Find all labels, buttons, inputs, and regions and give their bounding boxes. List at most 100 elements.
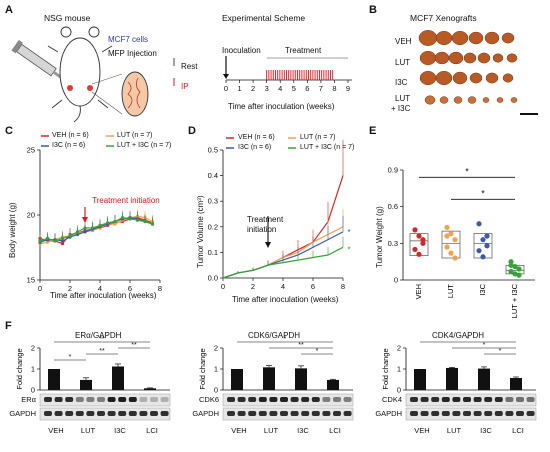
x-tick-label: 0 <box>38 284 42 293</box>
blot-band <box>248 397 257 402</box>
blot-band <box>410 397 418 402</box>
blot-band <box>54 397 63 402</box>
timeline-tick-label: 1 <box>237 84 241 93</box>
data-point <box>412 246 418 253</box>
timeline-tick-label: 8 <box>332 84 336 93</box>
data-point <box>476 248 482 254</box>
data-point <box>60 242 65 246</box>
x-category-label: LCI <box>146 426 158 435</box>
series-line <box>39 216 153 243</box>
blot-band <box>44 411 52 416</box>
tumor-weight-ylabel: Tumor Weight (g) <box>375 206 384 268</box>
blot-band <box>97 397 105 402</box>
significance-star: ** <box>131 342 137 349</box>
scheme-xlabel: Time after inoculation (weeks) <box>228 102 335 111</box>
bar <box>144 388 156 390</box>
data-point <box>53 239 57 243</box>
treatment-arrowhead <box>82 217 88 223</box>
y-tick-label: 1 <box>31 365 35 374</box>
data-point <box>105 221 110 225</box>
data-point <box>83 226 87 230</box>
y-tick-label: 0 <box>394 276 398 285</box>
timeline-tick-label: 2 <box>251 84 255 93</box>
significance-star: * <box>347 228 350 237</box>
blot-band <box>494 411 503 416</box>
y-tick-label: 2 <box>214 344 218 353</box>
data-point <box>448 250 454 256</box>
timeline-tick-label: 6 <box>305 84 309 93</box>
blot-label: GAPDH <box>9 409 36 418</box>
data-point <box>508 268 514 275</box>
blot-label: CDK4 <box>382 395 402 404</box>
cdk4-bar-chart: 0 1 2 Fold change * * * CDK4 GAPDH VEH LUT I3C LCI <box>375 336 537 435</box>
tumor-specimen <box>448 51 464 65</box>
timeline-tick-label: 4 <box>278 84 282 93</box>
tumor-specimen <box>468 31 484 45</box>
data-point <box>512 263 518 270</box>
treatment-initiation-c: Treatment initiation <box>92 196 160 205</box>
data-point <box>416 251 422 257</box>
y-tick-label: 0.6 <box>388 202 398 211</box>
scheme-title: Experimental Scheme <box>222 13 306 23</box>
tumor-specimen <box>451 30 469 46</box>
blot-band <box>97 411 105 416</box>
blot-band <box>431 397 440 402</box>
blot-band <box>473 397 482 402</box>
y-tick-label: 2 <box>31 344 35 353</box>
data-point <box>444 244 450 250</box>
blot-band <box>452 397 461 402</box>
tumor-specimen <box>502 73 514 83</box>
blot-band <box>452 411 461 416</box>
cdk6-title: CDK6/GAPDH <box>248 331 301 340</box>
rest-label: Rest <box>181 62 198 71</box>
timeline-tick-label: 0 <box>224 84 228 93</box>
legend-c-lut: LUT (n = 7) <box>117 132 153 139</box>
x-category-label: I3C <box>114 426 126 435</box>
timeline-tick-label: 5 <box>292 84 296 93</box>
tumor-specimen <box>463 52 477 64</box>
xeno-row-i3c: I3C <box>395 78 408 87</box>
x-tick-label: 0 <box>221 282 225 291</box>
x-tick-label: 8 <box>341 282 345 291</box>
x-tick-label: 6 <box>311 282 315 291</box>
blot-band <box>516 411 524 416</box>
data-point <box>512 271 518 277</box>
x-category-label: LCI <box>512 426 524 435</box>
era-title: ERα/GAPDH <box>75 331 122 340</box>
data-point <box>38 239 42 243</box>
y-axis-label: Fold change <box>198 348 207 389</box>
blot-band <box>150 411 158 416</box>
significance-star: * <box>481 188 485 198</box>
blot-band <box>343 411 352 416</box>
tumor-specimen <box>435 70 453 86</box>
blot-band <box>237 411 246 416</box>
legend-c-lci: LUT + I3C (n = 7) <box>117 142 172 149</box>
blot-band <box>322 411 331 416</box>
data-point <box>60 239 65 243</box>
y-tick-label: 20 <box>27 211 35 220</box>
bar <box>263 367 275 390</box>
xenograft-title: MCF7 Xenografts <box>410 13 477 23</box>
treatment-initiation-d: Treatment initiation <box>247 215 284 234</box>
blot-band <box>343 397 352 402</box>
blot-band <box>258 397 267 402</box>
panel-label-c: C <box>5 125 13 137</box>
blot-band <box>301 411 310 416</box>
blot-band <box>280 411 288 416</box>
significance-star: ** <box>99 336 105 343</box>
legend-c-veh: VEH (n = 6) <box>52 132 89 139</box>
blot-band <box>441 411 450 416</box>
tumor-specimen <box>453 96 463 104</box>
blot-band <box>107 411 116 416</box>
blot-band <box>227 411 235 416</box>
mouse-title: NSG mouse <box>44 13 91 23</box>
data-point <box>444 233 450 239</box>
data-point <box>412 227 418 233</box>
data-point <box>45 240 50 244</box>
xeno-row-veh: VEH <box>395 37 412 46</box>
significance-star: * <box>467 336 470 343</box>
injection-label: MFP Injection <box>108 49 157 58</box>
y-axis-label: Fold change <box>381 348 390 389</box>
blot-label: ERα <box>21 395 36 404</box>
bar <box>510 378 522 390</box>
